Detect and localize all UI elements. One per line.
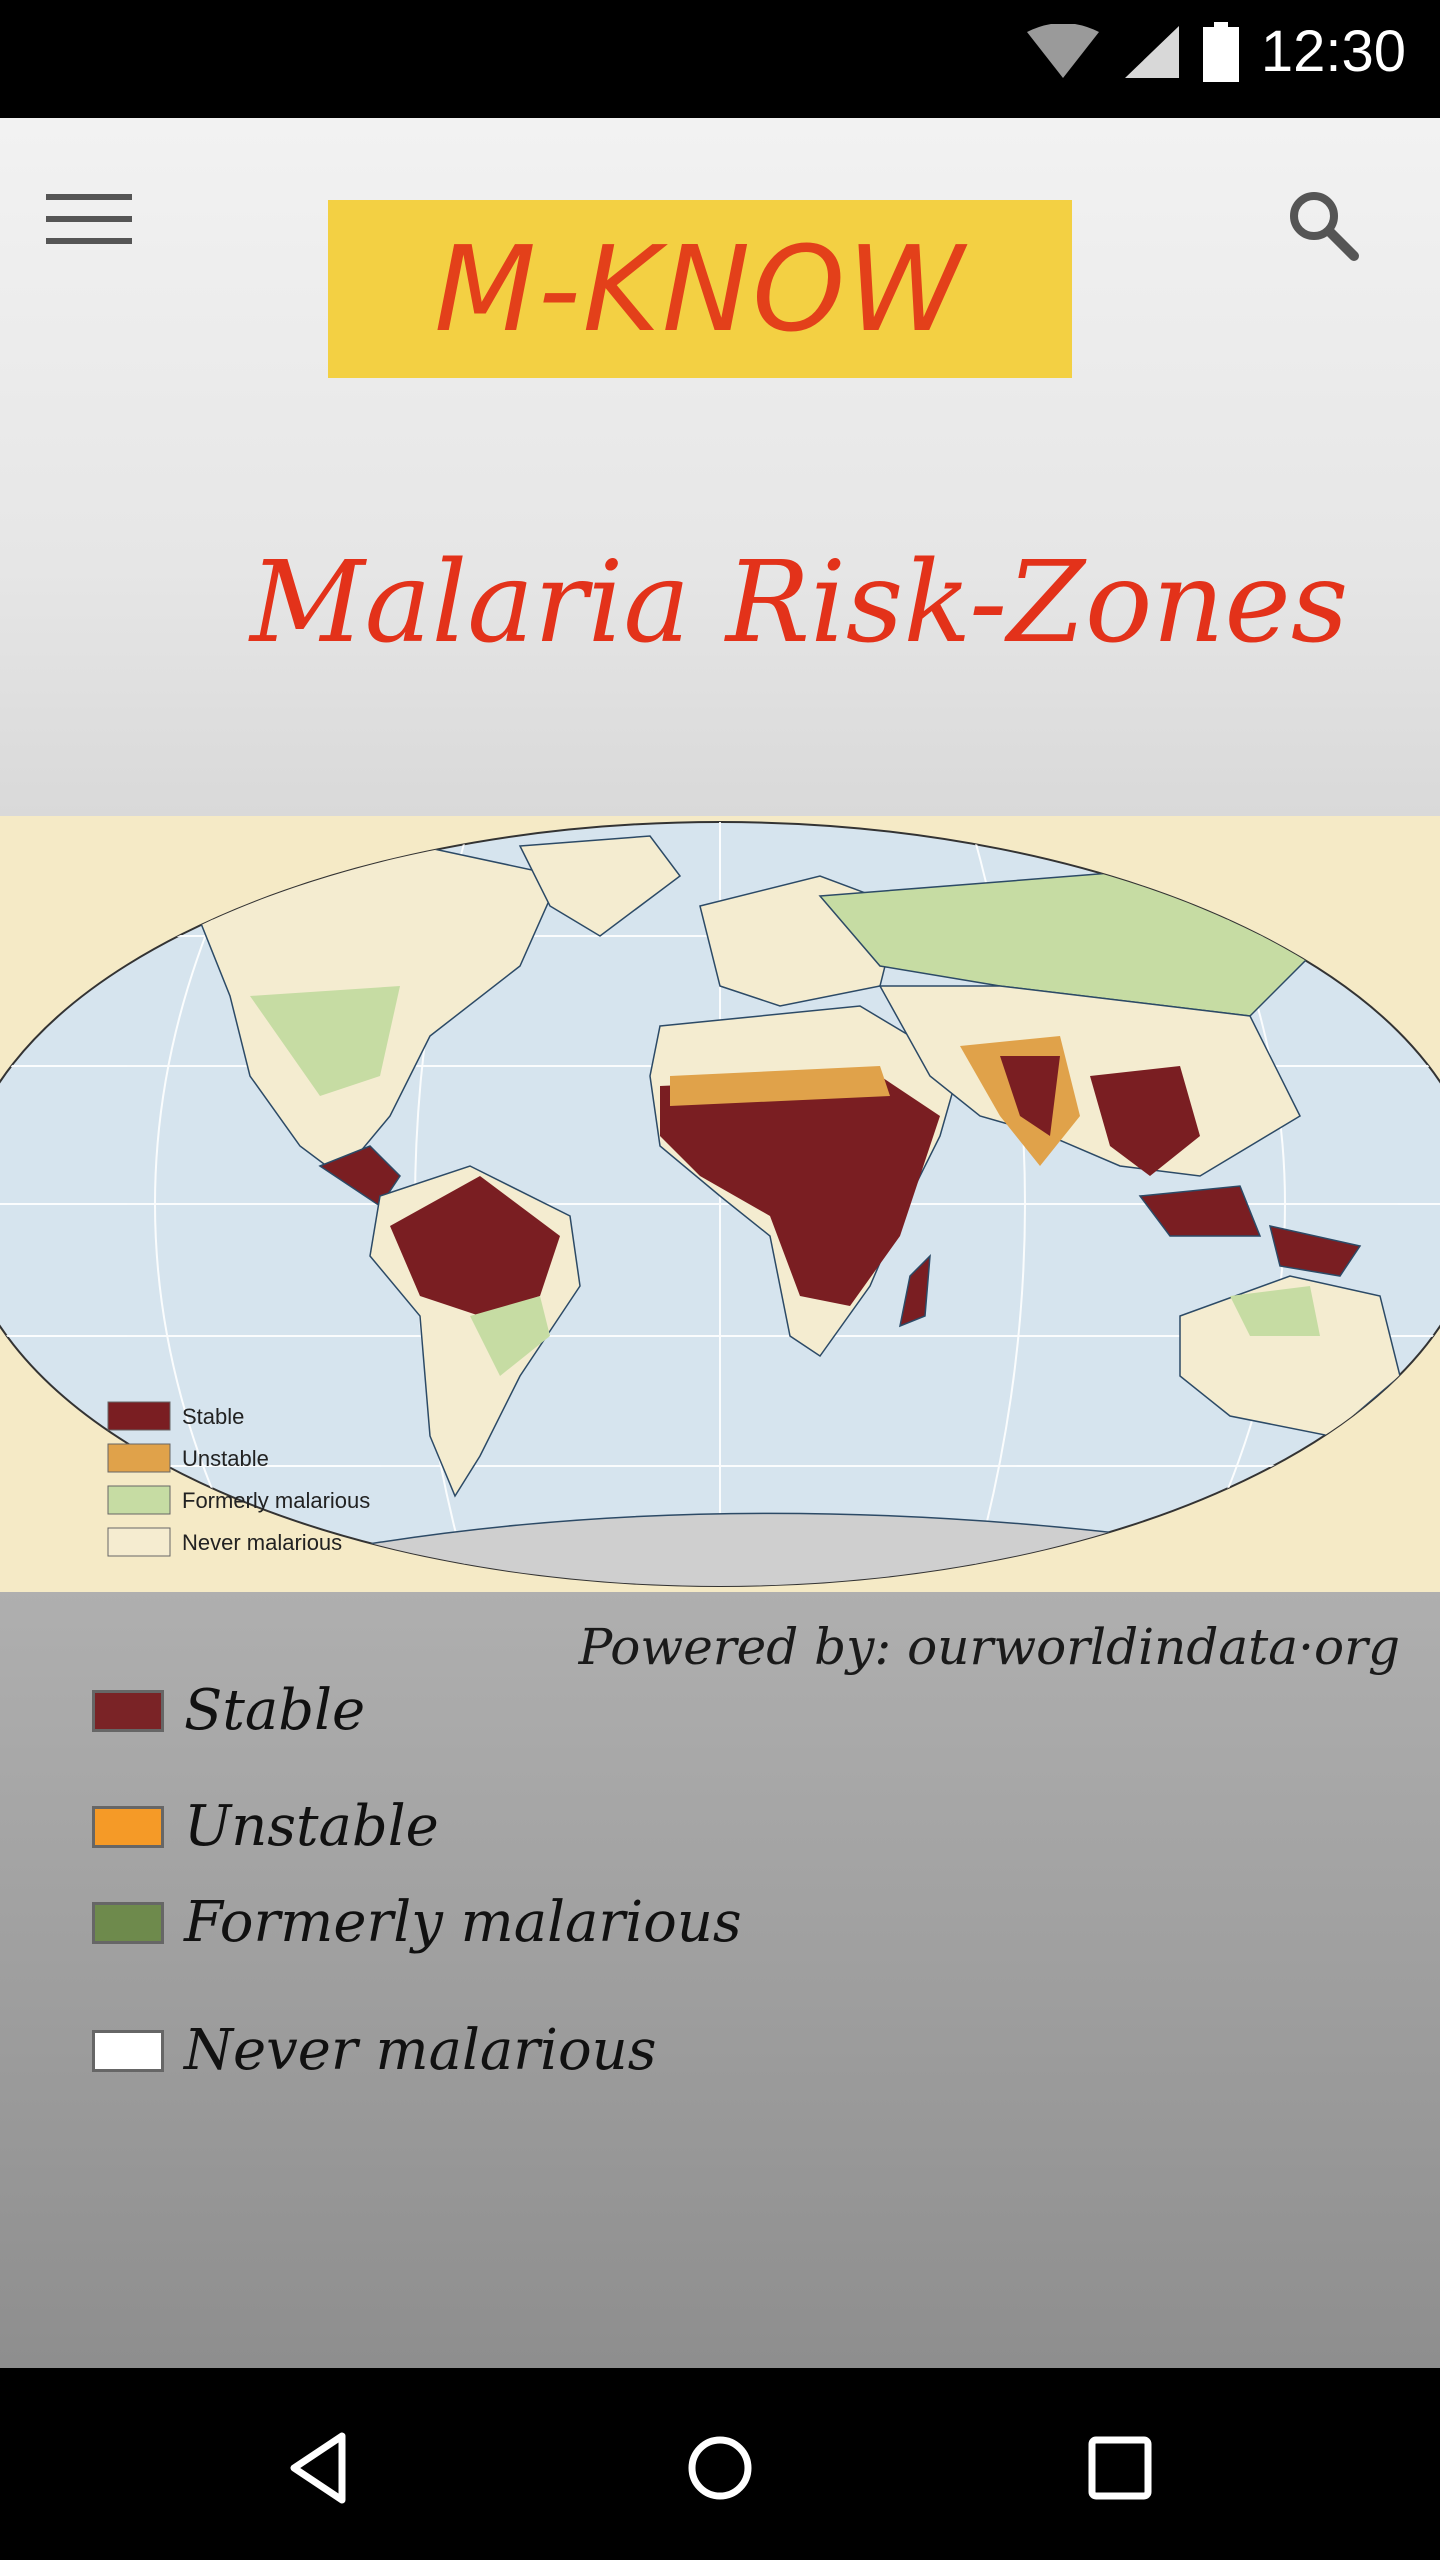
legend-item-never: Never malarious bbox=[92, 2018, 656, 2083]
map-legend-unstable: Unstable bbox=[182, 1446, 269, 1471]
status-time: 12:30 bbox=[1260, 19, 1406, 84]
page-title: Malaria Risk-Zones bbox=[250, 538, 1349, 668]
search-icon[interactable] bbox=[1284, 186, 1360, 262]
brand-logo: M-KNOW bbox=[328, 200, 1072, 378]
brand-text: M-KNOW bbox=[434, 220, 966, 358]
hamburger-menu-icon[interactable] bbox=[46, 192, 132, 246]
legend-item-stable: Stable bbox=[92, 1678, 365, 1743]
map-legend-never: Never malarious bbox=[182, 1530, 342, 1555]
status-bar: 12:30 bbox=[0, 0, 1440, 118]
recents-icon[interactable] bbox=[1070, 2418, 1170, 2518]
credit-text: Powered by: ourworldindata·org bbox=[578, 1618, 1400, 1676]
greenland bbox=[518, 835, 682, 937]
legend-swatch-formerly bbox=[92, 1901, 164, 1944]
map-legend-formerly: Formerly malarious bbox=[182, 1488, 370, 1513]
legend-swatch-never bbox=[92, 2029, 164, 2072]
back-icon[interactable] bbox=[270, 2418, 370, 2518]
australia bbox=[1179, 1275, 1401, 1437]
map-legend-stable: Stable bbox=[182, 1404, 244, 1429]
legend-swatch-unstable bbox=[92, 1805, 164, 1848]
central-america bbox=[318, 1145, 401, 1208]
map-inner-legend: Stable Unstable Formerly malarious Never… bbox=[107, 1401, 370, 1557]
status-icons: 12:30 bbox=[1025, 22, 1406, 82]
home-icon[interactable] bbox=[670, 2418, 770, 2518]
navigation-bar bbox=[0, 2368, 1440, 2560]
legend-label-unstable: Unstable bbox=[184, 1794, 439, 1859]
legend-swatch-stable bbox=[92, 1689, 164, 1732]
malaria-risk-map: Stable Unstable Formerly malarious Never… bbox=[0, 816, 1440, 1592]
world-map-image: Stable Unstable Formerly malarious Never… bbox=[0, 821, 1440, 1587]
battery-icon bbox=[1202, 22, 1239, 82]
legend-item-formerly: Formerly malarious bbox=[92, 1890, 742, 1955]
app-screen: M-KNOW Malaria Risk-Zones bbox=[0, 118, 1440, 2368]
legend-item-unstable: Unstable bbox=[92, 1794, 439, 1859]
legend-label-stable: Stable bbox=[184, 1678, 366, 1743]
signal-icon bbox=[1124, 26, 1179, 78]
legend-label-never: Never malarious bbox=[184, 2018, 657, 2083]
wifi-icon bbox=[1026, 24, 1099, 78]
legend-label-formerly: Formerly malarious bbox=[184, 1890, 742, 1955]
